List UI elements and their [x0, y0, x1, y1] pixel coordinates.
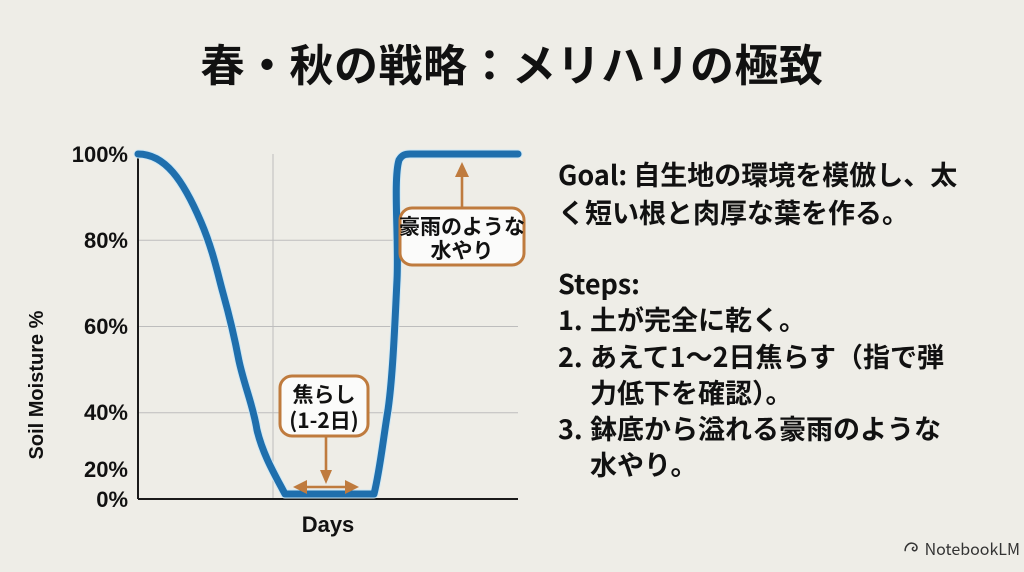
svg-text:80%: 80% [84, 228, 128, 253]
svg-text:100%: 100% [72, 142, 128, 167]
svg-text:20%: 20% [84, 457, 128, 482]
svg-text:水やり: 水やり [431, 235, 494, 265]
svg-text:40%: 40% [84, 400, 128, 425]
svg-text:0%: 0% [96, 487, 128, 512]
svg-text:60%: 60% [84, 314, 128, 339]
svg-text:(1-2日): (1-2日) [289, 405, 358, 435]
svg-text:Soil Moisture %: Soil Moisture % [26, 310, 48, 459]
svg-text:Days: Days [302, 512, 355, 537]
